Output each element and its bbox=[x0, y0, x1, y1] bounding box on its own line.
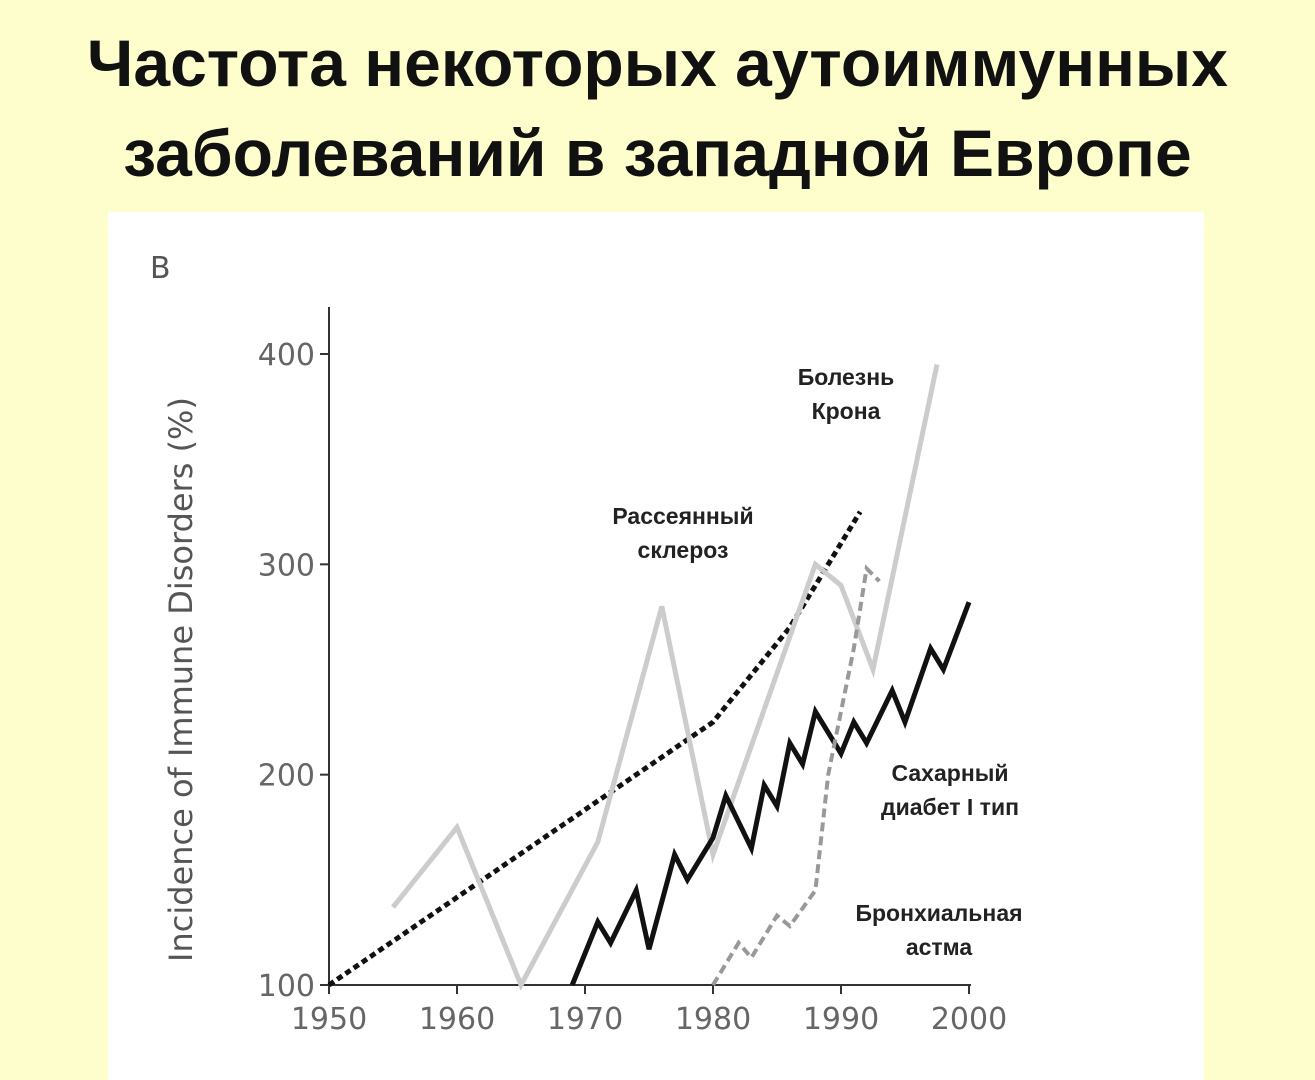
slide-title-line-1: Частота некоторых аутоиммунных bbox=[86, 26, 1228, 100]
annotations: Рассеянный склероз Болезнь Крона Сахарный диа… bbox=[612, 364, 1022, 960]
label-bronchial-asthma-line: Бронхиальная bbox=[855, 900, 1022, 926]
label-crohns-disease-line: Болезнь bbox=[798, 364, 895, 390]
x-tick-label: 1970 bbox=[547, 1002, 623, 1037]
label-multiple-sclerosis-line: склероз bbox=[638, 537, 729, 563]
label-bronchial-asthma-line: астма bbox=[906, 934, 973, 960]
label-multiple-sclerosis: Рассеянный склероз bbox=[612, 503, 753, 563]
line-chart: B 1950 1960 1970 1980 1990 2000 100 200 300 400 In… bbox=[150, 251, 1023, 1037]
label-multiple-sclerosis-line: Рассеянный bbox=[612, 503, 753, 529]
axes: 1950 1960 1970 1980 1990 2000 100 200 300 400 Inci… bbox=[162, 307, 1007, 1037]
label-type1-diabetes-line: диабет I тип bbox=[881, 794, 1019, 820]
line-type1-diabetes bbox=[569, 601, 972, 986]
slide-title: Частота некоторых аутоиммунных заболеван… bbox=[0, 18, 1315, 198]
slide-title-line-2: заболеваний в западной Европе bbox=[123, 116, 1192, 190]
line-multiple-sclerosis bbox=[327, 510, 863, 988]
series-group bbox=[327, 363, 972, 991]
label-crohns-disease-line: Крона bbox=[812, 398, 881, 424]
x-tick-label: 1980 bbox=[675, 1002, 751, 1037]
x-tick-label: 1990 bbox=[803, 1002, 879, 1037]
x-tick-label: 2000 bbox=[931, 1002, 1007, 1037]
y-tick-label: 100 bbox=[258, 969, 315, 1004]
y-tick-label: 200 bbox=[258, 759, 315, 794]
y-tick-label: 300 bbox=[258, 548, 315, 583]
line-bronchial-asthma bbox=[711, 564, 881, 987]
chart-panel: B 1950 1960 1970 1980 1990 2000 100 200 300 400 In… bbox=[108, 212, 1204, 1080]
label-crohns-disease: Болезнь Крона bbox=[798, 364, 895, 424]
x-tick-label: 1950 bbox=[291, 1002, 367, 1037]
x-tick-label: 1960 bbox=[419, 1002, 495, 1037]
y-tick-label: 400 bbox=[258, 338, 315, 373]
label-bronchial-asthma: Бронхиальная астма bbox=[855, 900, 1022, 960]
panel-label: B bbox=[150, 251, 171, 286]
label-type1-diabetes-line: Сахарный bbox=[892, 760, 1009, 786]
label-type1-diabetes: Сахарный диабет I тип bbox=[881, 760, 1019, 820]
line-crohns-disease bbox=[391, 363, 940, 991]
y-axis-title: Incidence of Immune Disorders (%) bbox=[162, 397, 200, 962]
